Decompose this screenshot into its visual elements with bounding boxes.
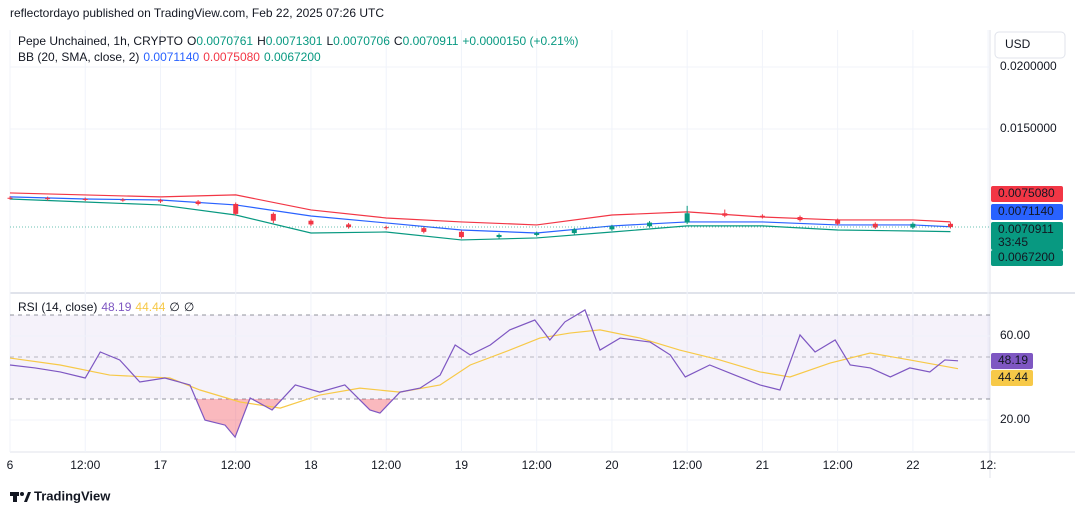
legend-item: 48.19	[101, 300, 131, 314]
rsi-line	[9, 309, 959, 439]
y-tick-label: 0.0150000	[1000, 121, 1057, 135]
candle-body	[647, 222, 653, 227]
legend-row: BB (20, SMA, close, 2) 0.0071140 0.0075080…	[18, 50, 321, 64]
legend-item: H	[257, 34, 266, 48]
candle-body	[797, 216, 803, 221]
candle-body	[270, 213, 276, 221]
price-tag-label: 0.0075080	[998, 186, 1055, 200]
y-tick-label: 0.0200000	[1000, 59, 1057, 73]
candle-body	[308, 220, 314, 225]
x-tick-label: 12:00	[221, 458, 251, 472]
legend-item: 44.44	[135, 300, 165, 314]
price-tag	[991, 186, 1063, 202]
price-tag-label: 0.0070911	[998, 222, 1054, 236]
legend-item: 0.0070706	[333, 34, 390, 48]
legend-item: BB (20, SMA, close, 2)	[18, 50, 139, 64]
candle-body	[346, 224, 352, 228]
legend-item: 0.0071301	[266, 34, 323, 48]
candle-body	[910, 223, 916, 228]
x-tick-label: 12:00	[823, 458, 853, 472]
candle-body	[383, 227, 389, 229]
rsi-tag-label: 44.44	[998, 370, 1028, 384]
candle-body	[496, 234, 502, 238]
candle-body	[722, 213, 728, 216]
candle-body	[759, 215, 765, 217]
legend-item: +0.0000150 (+0.21%)	[462, 34, 578, 48]
price-tag-label: 0.0067200	[998, 250, 1055, 264]
candle-body	[421, 228, 427, 232]
candle-body	[872, 223, 878, 228]
y-tick-label: 20.00	[1000, 412, 1030, 426]
legend-item: 0.0071140	[143, 50, 199, 64]
rsi-tag	[991, 370, 1033, 386]
price-tag-label: 0.0071140	[998, 204, 1054, 218]
legend-item: 0.0075080	[203, 50, 260, 64]
candle-body	[609, 226, 615, 230]
x-tick-label: 12:00	[70, 458, 100, 472]
price-tag-countdown: 33:45	[998, 235, 1028, 249]
price-tag	[991, 250, 1063, 266]
legend-item: L	[326, 34, 333, 48]
legend-item: ∅	[169, 300, 179, 314]
bb-line	[9, 196, 951, 234]
candle-body	[45, 198, 51, 200]
legend-item: O	[187, 34, 196, 48]
candle-body	[684, 213, 690, 223]
currency-label: USD	[1005, 37, 1031, 51]
x-tick-label: 12:00	[672, 458, 702, 472]
candle-body	[835, 220, 841, 224]
candle-body	[157, 200, 163, 202]
x-tick-label: 17	[154, 458, 168, 472]
price-tag	[991, 204, 1063, 220]
candle-body	[82, 199, 88, 201]
x-tick-label: 22	[906, 458, 920, 472]
currency-button[interactable]	[994, 31, 1066, 59]
legend-item: 0.0070911	[403, 34, 459, 48]
x-tick-label: 20	[605, 458, 619, 472]
x-tick-label: 18	[304, 458, 318, 472]
x-tick-label: 21	[756, 458, 770, 472]
legend-item: C	[394, 34, 403, 48]
legend-row: Pepe Unchained, 1h, CRYPTO O0.0070761 H0.0…	[18, 34, 579, 48]
bb-line	[9, 198, 951, 241]
candle-body	[120, 199, 126, 201]
price-tag	[991, 222, 1063, 250]
legend-row: RSI (14, close) 48.19 44.44 ∅ ∅	[18, 300, 194, 314]
footer-brand: TradingView	[34, 488, 111, 503]
legend-item: 0.0070761	[196, 34, 253, 48]
candle-body	[947, 223, 953, 228]
candle-body	[233, 203, 239, 214]
x-tick-label: 19	[455, 458, 469, 472]
rsi-line	[9, 329, 959, 409]
candle-body	[195, 201, 201, 204]
candle-body	[7, 197, 13, 199]
x-tick-label: 12:	[980, 458, 997, 472]
x-tick-label: 12:00	[522, 458, 552, 472]
x-tick-label: 12:00	[371, 458, 401, 472]
x-tick-label: 6	[7, 458, 14, 472]
legend-item: Pepe Unchained, 1h, CRYPTO	[18, 34, 183, 48]
y-tick-label: 60.00	[1000, 328, 1030, 342]
bb-line	[9, 192, 951, 226]
legend-item: RSI (14, close)	[18, 300, 97, 314]
rsi-tag	[991, 353, 1033, 369]
publish-line: reflectordayo published on TradingView.c…	[10, 6, 384, 20]
legend-item: 0.0067200	[264, 50, 321, 64]
candle-body	[571, 229, 577, 234]
candle-body	[534, 233, 540, 235]
legend-item: ∅	[184, 300, 194, 314]
tradingview-logo	[10, 492, 31, 502]
rsi-tag-label: 48.19	[998, 353, 1028, 367]
candle-body	[458, 231, 464, 238]
